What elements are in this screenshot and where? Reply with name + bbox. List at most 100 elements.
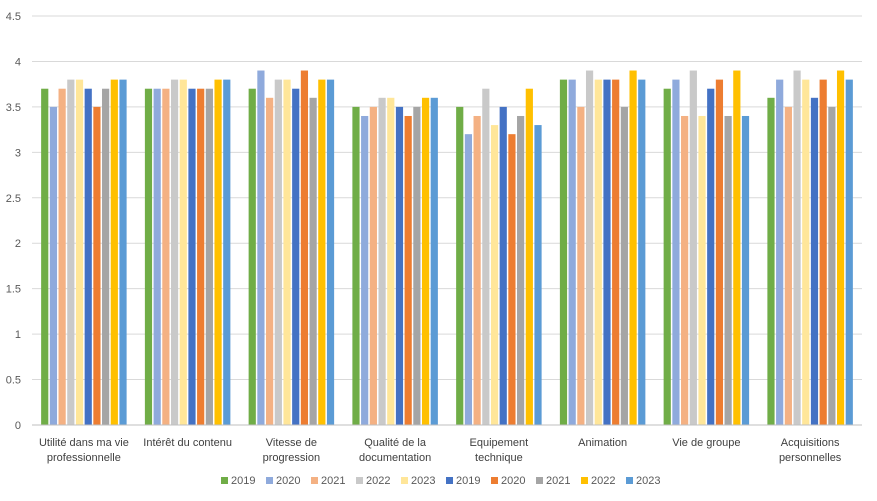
bar bbox=[810, 97, 819, 426]
bar bbox=[638, 79, 646, 426]
bar bbox=[776, 79, 784, 426]
legend-label: 2021 bbox=[546, 475, 570, 487]
y-tick-label: 0 bbox=[15, 420, 21, 432]
bar bbox=[672, 79, 680, 426]
bar bbox=[724, 115, 732, 425]
bar bbox=[689, 70, 697, 425]
y-tick-label: 2 bbox=[15, 238, 21, 250]
legend-swatch bbox=[491, 477, 498, 484]
bar bbox=[568, 79, 576, 426]
bar bbox=[456, 106, 464, 425]
legend-label: 2019 bbox=[231, 475, 255, 487]
bar bbox=[594, 79, 602, 426]
bar bbox=[153, 88, 161, 426]
bars bbox=[41, 70, 853, 426]
bar bbox=[361, 115, 369, 425]
category-label: technique bbox=[475, 452, 523, 464]
bar bbox=[41, 88, 49, 426]
bar bbox=[482, 88, 490, 426]
bar bbox=[525, 88, 533, 426]
legend-swatch bbox=[356, 477, 363, 484]
legend-swatch bbox=[266, 477, 273, 484]
bar bbox=[741, 115, 750, 425]
legend-label: 2023 bbox=[411, 475, 435, 487]
bar bbox=[793, 70, 801, 425]
bar bbox=[629, 70, 637, 425]
bar bbox=[784, 106, 792, 425]
bar bbox=[430, 97, 438, 426]
bar bbox=[205, 88, 213, 426]
category-label: Vie de groupe bbox=[672, 437, 740, 449]
bar bbox=[292, 88, 300, 426]
legend-swatch bbox=[401, 477, 408, 484]
legend-swatch bbox=[311, 477, 318, 484]
bar bbox=[404, 115, 412, 425]
bar bbox=[585, 70, 594, 425]
bar bbox=[378, 97, 386, 426]
bar bbox=[490, 125, 499, 425]
legend-swatch bbox=[221, 477, 228, 484]
bar bbox=[421, 97, 430, 426]
bar bbox=[257, 70, 265, 425]
category-label: Animation bbox=[578, 437, 627, 449]
bar bbox=[179, 79, 187, 426]
category-label: Qualité de la bbox=[364, 437, 427, 449]
legend-label: 2020 bbox=[276, 475, 300, 487]
category-label: progression bbox=[263, 452, 320, 464]
legend-label: 2022 bbox=[366, 475, 390, 487]
bar bbox=[274, 79, 282, 426]
bar bbox=[767, 97, 775, 426]
bar bbox=[352, 106, 360, 425]
bar bbox=[58, 88, 66, 426]
bar bbox=[620, 106, 628, 425]
bar bbox=[819, 79, 827, 426]
bar bbox=[369, 106, 377, 425]
bar bbox=[223, 79, 231, 426]
y-tick-label: 3.5 bbox=[6, 102, 21, 114]
category-label: Vitesse de bbox=[266, 437, 317, 449]
bar bbox=[283, 79, 291, 426]
category-label: Acquisitions bbox=[781, 437, 840, 449]
bar bbox=[309, 97, 317, 426]
legend-label: 2021 bbox=[321, 475, 345, 487]
bar bbox=[577, 106, 585, 425]
gridlines bbox=[32, 15, 862, 381]
bar bbox=[707, 88, 715, 426]
category-label: personnelles bbox=[779, 452, 842, 464]
category-label: documentation bbox=[359, 452, 431, 464]
bar bbox=[119, 79, 127, 426]
bar bbox=[473, 115, 481, 425]
legend-label: 2020 bbox=[501, 475, 525, 487]
bar bbox=[413, 106, 421, 425]
bar bbox=[93, 106, 101, 425]
bar bbox=[517, 115, 525, 425]
legend-label: 2022 bbox=[591, 475, 615, 487]
bar bbox=[715, 79, 724, 426]
bar bbox=[326, 79, 335, 426]
bar bbox=[84, 88, 92, 426]
bar bbox=[170, 79, 179, 426]
bar bbox=[612, 79, 620, 426]
category-labels: Utilité dans ma vie professionnelle Intérê… bbox=[39, 437, 842, 464]
y-tick-label: 4 bbox=[15, 56, 21, 68]
bar bbox=[534, 125, 542, 425]
category-label: Intérêt du contenu bbox=[143, 437, 232, 449]
category-label: professionnelle bbox=[47, 452, 121, 464]
y-tick-label: 0.5 bbox=[6, 375, 21, 387]
bar bbox=[663, 88, 671, 426]
bar bbox=[75, 79, 84, 426]
bar bbox=[845, 79, 853, 426]
legend-swatch bbox=[446, 477, 453, 484]
bar bbox=[464, 134, 473, 425]
bar bbox=[266, 97, 274, 426]
bar bbox=[733, 70, 741, 425]
bar bbox=[102, 88, 110, 426]
legend-label: 2023 bbox=[636, 475, 660, 487]
bar bbox=[499, 106, 507, 425]
bar bbox=[681, 115, 689, 425]
bar bbox=[144, 88, 153, 426]
bar bbox=[318, 79, 326, 426]
category-label: Equipement bbox=[470, 437, 529, 449]
